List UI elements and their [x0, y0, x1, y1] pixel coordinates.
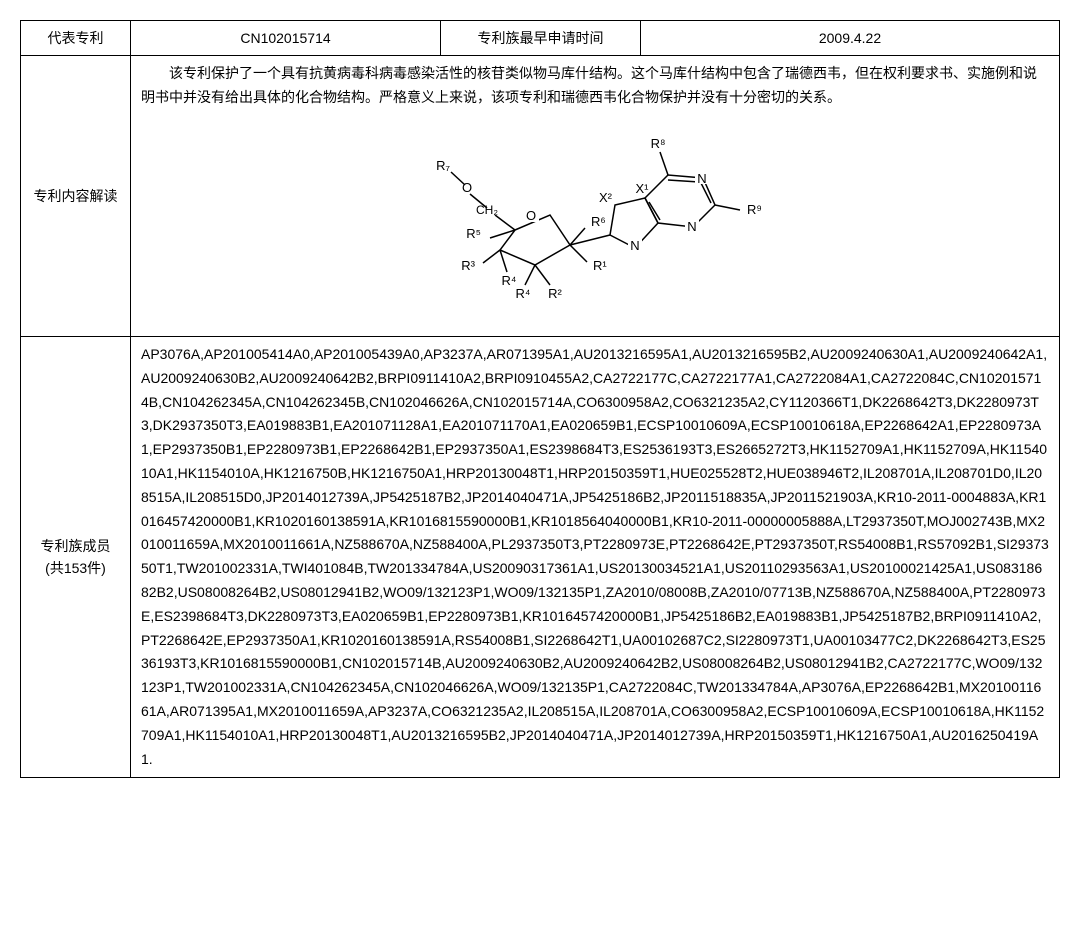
earliest-date-label: 专利族最早申请时间	[441, 21, 641, 56]
label-r1: R¹	[593, 258, 607, 273]
label-r4: R⁴	[502, 273, 517, 288]
header-row: 代表专利 CN102015714 专利族最早申请时间 2009.4.22	[21, 21, 1060, 56]
label-r8: R⁸	[651, 136, 666, 151]
molecule-svg: O CH₂ O R₇ R⁵ R³ R⁴ R⁴ R² R¹ R⁶ X² X¹ N	[415, 120, 775, 320]
interpretation-text: 该专利保护了一个具有抗黄病毒科病毒感染活性的核苷类似物马库什结构。这个马库什结构…	[141, 62, 1049, 110]
family-label-line2: (共153件)	[31, 557, 120, 579]
atom-n1: N	[630, 238, 639, 253]
earliest-date-value: 2009.4.22	[641, 21, 1060, 56]
atom-n3: N	[697, 171, 706, 186]
chemical-structure-diagram: O CH₂ O R₇ R⁵ R³ R⁴ R⁴ R² R¹ R⁶ X² X¹ N	[141, 120, 1049, 320]
label-r3: R³	[461, 258, 475, 273]
label-r7: R₇	[436, 158, 450, 173]
family-label-line1: 专利族成员	[31, 535, 120, 557]
label-r6: R⁶	[591, 214, 606, 229]
label-r2: R²	[548, 286, 562, 301]
interpretation-content: 该专利保护了一个具有抗黄病毒科病毒感染活性的核苷类似物马库什结构。这个马库什结构…	[131, 56, 1060, 337]
label-r5: R⁵	[466, 226, 481, 241]
label-x1: X¹	[636, 181, 650, 196]
patent-table: 代表专利 CN102015714 专利族最早申请时间 2009.4.22 专利内…	[20, 20, 1060, 778]
family-members-label: 专利族成员 (共153件)	[21, 336, 131, 777]
representative-patent-label: 代表专利	[21, 21, 131, 56]
family-members-row: 专利族成员 (共153件) AP3076A,AP201005414A0,AP20…	[21, 336, 1060, 777]
interpretation-label: 专利内容解读	[21, 56, 131, 337]
label-r9: R⁹	[747, 202, 762, 217]
atom-n2: N	[687, 219, 696, 234]
atom-o-ring: O	[526, 208, 536, 223]
patent-number: CN102015714	[131, 21, 441, 56]
family-members-list: AP3076A,AP201005414A0,AP201005439A0,AP32…	[131, 336, 1060, 777]
label-x2: X²	[599, 190, 613, 205]
atom-o-upper: O	[462, 180, 472, 195]
atom-ch2: CH₂	[476, 203, 498, 217]
label-r4b: R⁴	[516, 286, 531, 301]
interpretation-row: 专利内容解读 该专利保护了一个具有抗黄病毒科病毒感染活性的核苷类似物马库什结构。…	[21, 56, 1060, 337]
